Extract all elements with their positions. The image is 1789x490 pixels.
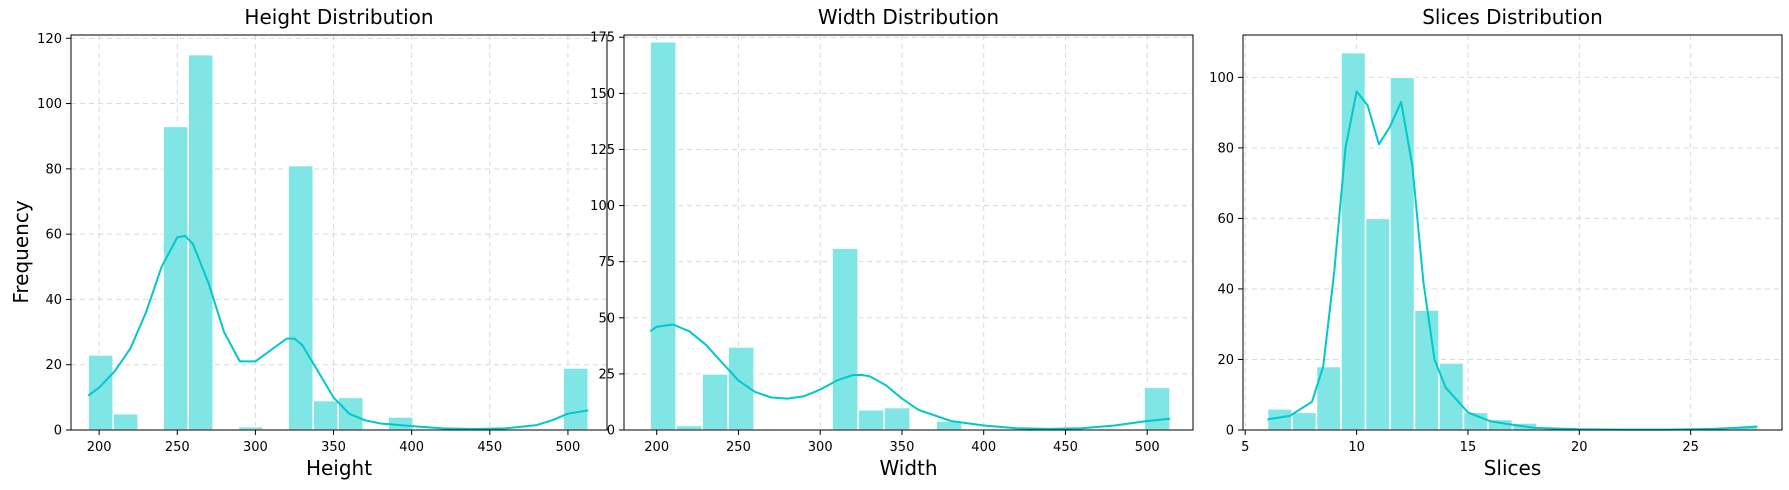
histogram-bar (1364, 217, 1391, 431)
kde-line (649, 323, 1171, 430)
y-tick-label: 100 (590, 199, 615, 214)
x-tick-label: 350 (890, 440, 915, 455)
y-tick-label: 20 (45, 358, 62, 373)
x-tick-label: 500 (556, 440, 581, 455)
y-tick-label: 80 (45, 162, 62, 177)
height-x-axis-label: Height (306, 456, 372, 480)
x-tick-label: 25 (1682, 440, 1699, 455)
y-tick-label: 120 (37, 32, 62, 47)
y-tick-label: 25 (598, 367, 615, 382)
y-tick-label: 100 (1209, 71, 1234, 86)
slices-distribution-panel: 5 10 15 20 25 0 20 40 60 80 100 Slices Distribution… (1209, 5, 1783, 480)
histogram-bar (649, 40, 677, 431)
x-tick-label: 450 (477, 440, 502, 455)
x-tick-label: 400 (971, 440, 996, 455)
y-tick-label: 60 (1217, 212, 1234, 227)
y-tick-label: 100 (37, 97, 62, 112)
histogram-bar (1389, 76, 1416, 431)
axes-frame (1242, 34, 1783, 431)
histogram-bar (1143, 386, 1171, 431)
histogram-bar (831, 247, 859, 431)
x-tick-label: 400 (399, 440, 424, 455)
x-tick-label: 200 (87, 440, 112, 455)
slices-x-axis-label: Slices (1484, 456, 1542, 480)
histogram-bar (312, 399, 339, 431)
x-tick-label: 350 (321, 440, 346, 455)
histogram-bar (287, 164, 314, 431)
histogram-bar (337, 396, 364, 431)
histogram-bar (112, 412, 139, 431)
x-tick-label: 250 (726, 440, 751, 455)
x-tick-label: 250 (165, 440, 190, 455)
histogram-bars (649, 40, 1171, 431)
x-tick-label: 300 (243, 440, 268, 455)
y-tick-label: 150 (590, 87, 615, 102)
width-chart-title: Width Distribution (818, 5, 999, 29)
y-tick-label: 0 (607, 424, 615, 439)
height-chart-title: Height Distribution (244, 5, 433, 29)
y-tick-label: 40 (45, 293, 62, 308)
x-tick-label: 300 (808, 440, 833, 455)
y-tick-label: 0 (1226, 424, 1234, 439)
histogram-bar (562, 367, 589, 431)
histogram-bar (1291, 411, 1318, 431)
histogram-bars (87, 53, 589, 431)
y-tick-label: 20 (1217, 353, 1234, 368)
grid (624, 35, 1193, 431)
slices-chart-title: Slices Distribution (1422, 5, 1603, 29)
histogram-bar (187, 53, 214, 431)
histogram-bar (857, 409, 885, 431)
y-tick-label: 125 (590, 143, 615, 158)
shared-ylabel: Frequency (9, 200, 33, 303)
axes-frame (623, 34, 1194, 431)
y-tick-label: 50 (598, 311, 615, 326)
histogram-bar (1438, 362, 1465, 431)
x-tick-label: 450 (1053, 440, 1078, 455)
histogram-bar (1413, 309, 1440, 431)
histogram-bar (87, 354, 114, 431)
x-tick-label: 5 (1241, 440, 1249, 455)
width-distribution-panel: 200 250 300 350 400 450 500 0 25 50 75 100 125 150 175… (590, 5, 1194, 480)
grid (71, 35, 607, 431)
x-tick-label: 20 (1571, 440, 1588, 455)
histogram-bars (1266, 51, 1759, 431)
height-distribution-panel: 200 250 300 350 400 450 500 0 20 40 60 80 100 120 Heig… (37, 5, 608, 480)
y-tick-label: 75 (598, 255, 615, 270)
y-tick-label: 0 (54, 424, 62, 439)
histogram-bar (162, 125, 189, 431)
y-tick-label: 80 (1217, 141, 1234, 156)
y-tick-label: 40 (1217, 282, 1234, 297)
width-x-axis-label: Width (879, 456, 937, 480)
histogram-bar (675, 424, 703, 431)
x-tick-label: 10 (1348, 440, 1365, 455)
histogram-bar (701, 373, 729, 431)
x-tick-label: 15 (1460, 440, 1477, 455)
x-tick-label: 200 (644, 440, 669, 455)
kde-line (87, 234, 589, 430)
histogram-bar (883, 406, 911, 431)
y-tick-label: 175 (590, 31, 615, 46)
y-tick-label: 60 (45, 228, 62, 243)
x-tick-label: 500 (1135, 440, 1160, 455)
axes-frame (70, 34, 608, 431)
